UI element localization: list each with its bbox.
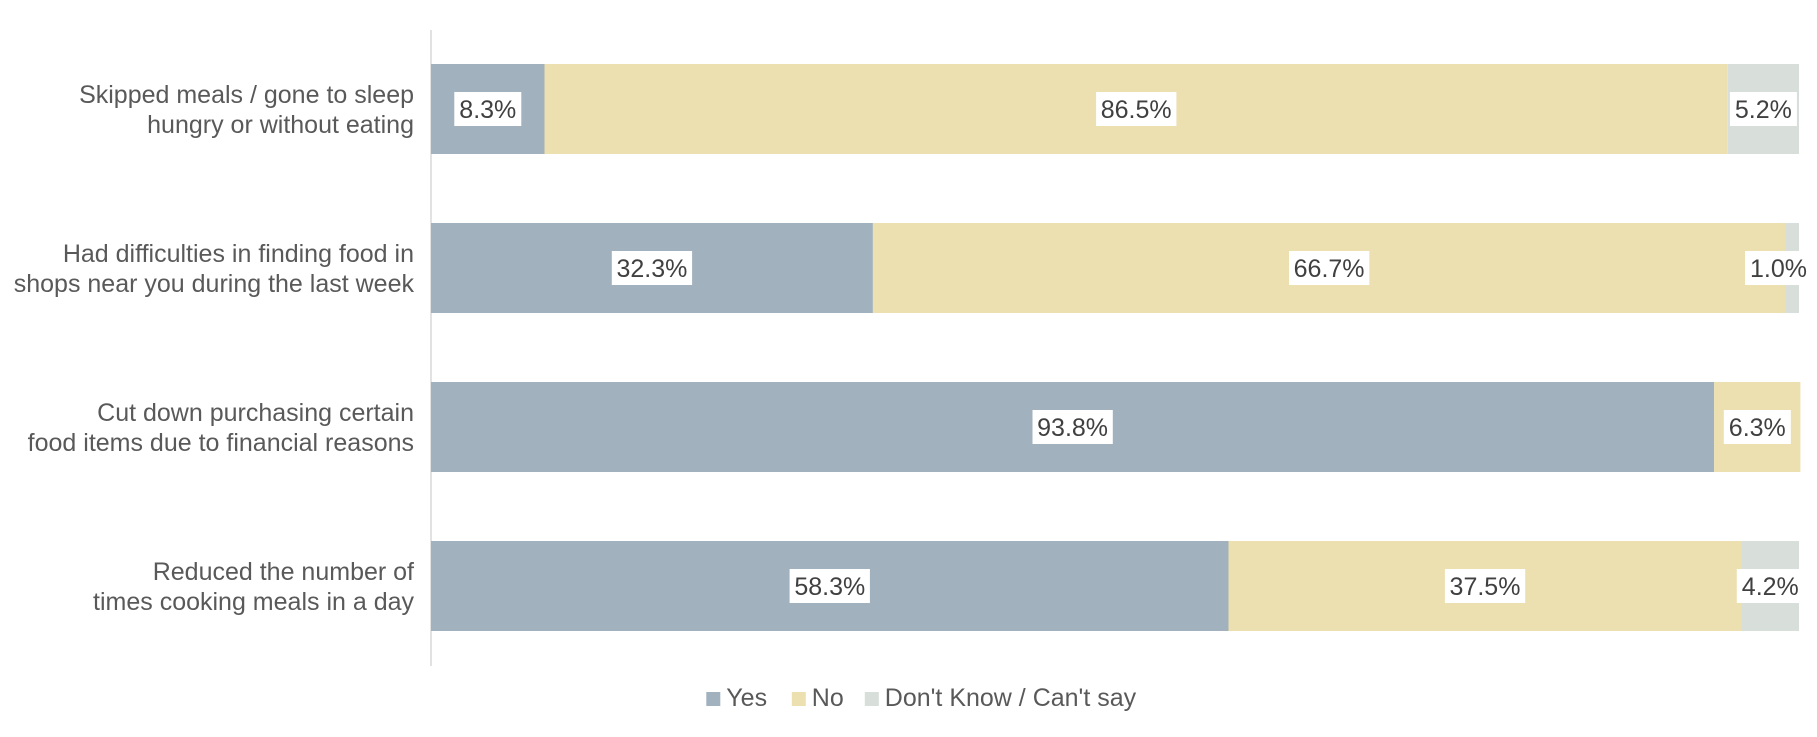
- legend: Yes No Don't Know / Can't say: [706, 684, 1137, 712]
- data-label-text: 4.2%: [1742, 573, 1799, 601]
- data-label-don-t-know-can-t-say-row-4: 4.2%: [1736, 569, 1804, 603]
- data-label-text: 93.8%: [1037, 414, 1108, 442]
- data-label-text: 66.7%: [1294, 255, 1365, 283]
- data-label-text: 32.3%: [616, 255, 687, 283]
- data-label-yes-row-4: 58.3%: [789, 569, 870, 603]
- data-label-no-row-2: 66.7%: [1289, 251, 1370, 285]
- data-label-no-row-4: 37.5%: [1444, 569, 1526, 603]
- data-label-text: 6.3%: [1729, 414, 1786, 442]
- category-label-line: times cooking meals in a day: [93, 588, 414, 616]
- data-label-background: [1289, 251, 1370, 285]
- legend-swatch: [706, 692, 721, 706]
- data-label-text: 1.0%: [1750, 255, 1807, 283]
- legend-label: Don't Know / Can't say: [885, 684, 1137, 712]
- data-label-text: 37.5%: [1450, 573, 1521, 601]
- legend-item-no: No: [791, 684, 844, 712]
- data-label-yes-row-3: 93.8%: [1032, 410, 1113, 444]
- category-label-line: hungry or without eating: [147, 111, 414, 139]
- data-label-yes-row-2: 32.3%: [611, 251, 693, 285]
- data-label-background: [454, 92, 522, 126]
- category-label-line: shops near you during the last week: [14, 270, 415, 298]
- category-label-line: Reduced the number of: [153, 558, 414, 586]
- category-label-line: Had difficulties in finding food in: [63, 240, 414, 268]
- data-label-yes-row-1: 8.3%: [454, 92, 522, 126]
- category-label-row-2: Had difficulties in finding food in shops…: [14, 240, 415, 298]
- data-label-background: [1096, 92, 1177, 126]
- data-label-text: 58.3%: [794, 573, 865, 601]
- category-label-row-4: Reduced the number of times cooking meals…: [93, 558, 414, 616]
- data-label-background: [789, 569, 870, 603]
- legend-label: No: [812, 684, 844, 712]
- data-label-background: [1444, 569, 1526, 603]
- data-label-background: [1729, 92, 1797, 126]
- data-label-background: [1032, 410, 1113, 444]
- data-label-don-t-know-can-t-say-row-1: 5.2%: [1729, 92, 1797, 126]
- data-label-text: 5.2%: [1735, 96, 1792, 124]
- data-label-background: [1736, 569, 1804, 603]
- data-label-no-row-3: 6.3%: [1723, 410, 1791, 444]
- legend-label: Yes: [726, 684, 767, 712]
- data-label-no-row-1: 86.5%: [1096, 92, 1177, 126]
- legend-item-yes: Yes: [706, 684, 767, 712]
- data-label-background: [1745, 251, 1812, 285]
- legend-swatch: [791, 692, 806, 706]
- legend-item-don-t-know-can-t-say: Don't Know / Can't say: [864, 684, 1137, 712]
- data-label-don-t-know-can-t-say-row-2: 1.0%: [1745, 251, 1812, 285]
- category-label-line: Cut down purchasing certain: [97, 399, 414, 427]
- data-label-background: [1723, 410, 1791, 444]
- category-label-line: Skipped meals / gone to sleep: [79, 81, 414, 109]
- category-label-line: food items due to financial reasons: [28, 429, 414, 457]
- data-label-text: 86.5%: [1101, 96, 1172, 124]
- data-label-background: [611, 251, 693, 285]
- data-label-text: 8.3%: [459, 96, 516, 124]
- bars-layer: [431, 64, 1801, 631]
- category-labels-layer: Skipped meals / gone to sleep hungry or w…: [14, 81, 415, 616]
- legend-swatch: [864, 692, 879, 706]
- data-labels-layer: 8.3% 86.5% 5.2% 32.3% 66.7% 1.0% 93.8% 6.3% 58.3…: [454, 92, 1812, 603]
- category-label-row-1: Skipped meals / gone to sleep hungry or w…: [79, 81, 414, 139]
- category-label-row-3: Cut down purchasing certain food items du…: [28, 399, 414, 457]
